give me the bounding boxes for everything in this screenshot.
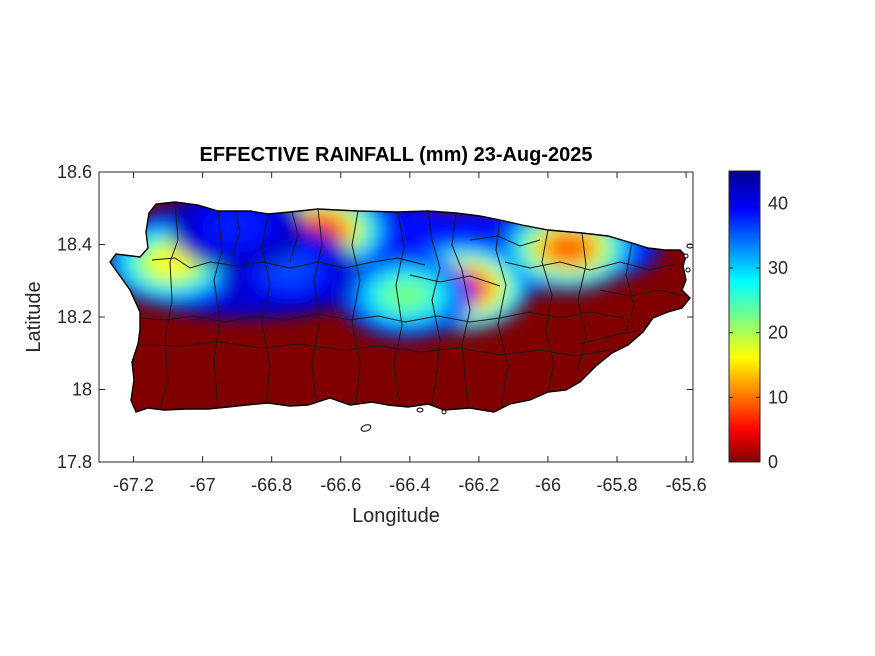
colorbar-ticks: 0 10 20 30 40 — [729, 193, 788, 472]
y-tick-label: 18.4 — [57, 235, 92, 255]
municipality-boundary — [231, 211, 241, 256]
y-axis-label: Latitude — [23, 281, 45, 352]
y-tick-label: 18.2 — [57, 307, 92, 327]
x-tick-label: -67 — [190, 475, 216, 495]
islet — [685, 267, 691, 273]
municipality-boundary — [469, 235, 541, 247]
colorbar-tick-label: 20 — [768, 323, 788, 343]
x-tick-label: -67.2 — [113, 475, 154, 495]
municipality-boundary — [451, 212, 471, 409]
municipality-boundary — [213, 210, 223, 409]
x-tick-label: -66.2 — [458, 475, 499, 495]
municipality-boundary — [137, 311, 626, 323]
colorbar-tick-label: 10 — [768, 387, 788, 407]
x-tick-label: -66.4 — [389, 475, 430, 495]
municipality-boundary — [495, 219, 509, 405]
islet — [416, 407, 424, 413]
municipality-boundary — [261, 213, 271, 405]
municipality-boundary — [409, 274, 501, 287]
municipality-boundary — [541, 229, 555, 393]
colorbar — [728, 170, 761, 463]
islet — [441, 409, 447, 415]
municipality-boundary — [427, 210, 441, 406]
municipality-boundary — [577, 232, 587, 371]
colorbar-tick-label: 40 — [768, 193, 788, 213]
municipality-boundary — [625, 242, 635, 333]
y-tick-label: 17.8 — [57, 452, 92, 472]
municipality-boundary — [139, 341, 611, 357]
x-axis-ticks: -67.2 -67 -66.8 -66.6 -66.4 -66.2 -66 -65.8 -65.… — [113, 172, 707, 495]
colorbar-tick-label: 0 — [768, 452, 778, 472]
colorbar-tick-label: 30 — [768, 258, 788, 278]
x-tick-label: -66.6 — [320, 475, 361, 495]
municipality-boundary — [311, 208, 323, 403]
x-tick-label: -66 — [535, 475, 561, 495]
islet — [360, 424, 372, 432]
x-tick-label: -65.8 — [597, 475, 638, 495]
x-tick-label: -66.8 — [251, 475, 292, 495]
x-axis-label: Longitude — [352, 505, 440, 527]
municipality-boundary — [351, 210, 361, 406]
municipality-boundary — [599, 289, 685, 297]
islet — [683, 253, 689, 259]
y-axis-ticks: 17.8 18 18.2 18.4 18.6 — [57, 162, 693, 472]
municipality-boundaries — [137, 202, 685, 411]
municipality-boundary — [393, 211, 405, 407]
municipality-boundaries-clipped — [137, 202, 685, 411]
chart-title: EFFECTIVE RAINFALL (mm) 23-Aug-2025 — [199, 144, 592, 166]
y-tick-label: 18.6 — [57, 162, 92, 182]
municipality-boundary — [504, 261, 676, 271]
municipality-boundary — [159, 202, 179, 411]
municipality-boundary — [579, 329, 641, 345]
x-tick-label: -65.6 — [666, 475, 707, 495]
municipality-boundary — [151, 257, 426, 269]
municipality-boundary — [289, 211, 299, 263]
y-tick-label: 18 — [72, 380, 92, 400]
